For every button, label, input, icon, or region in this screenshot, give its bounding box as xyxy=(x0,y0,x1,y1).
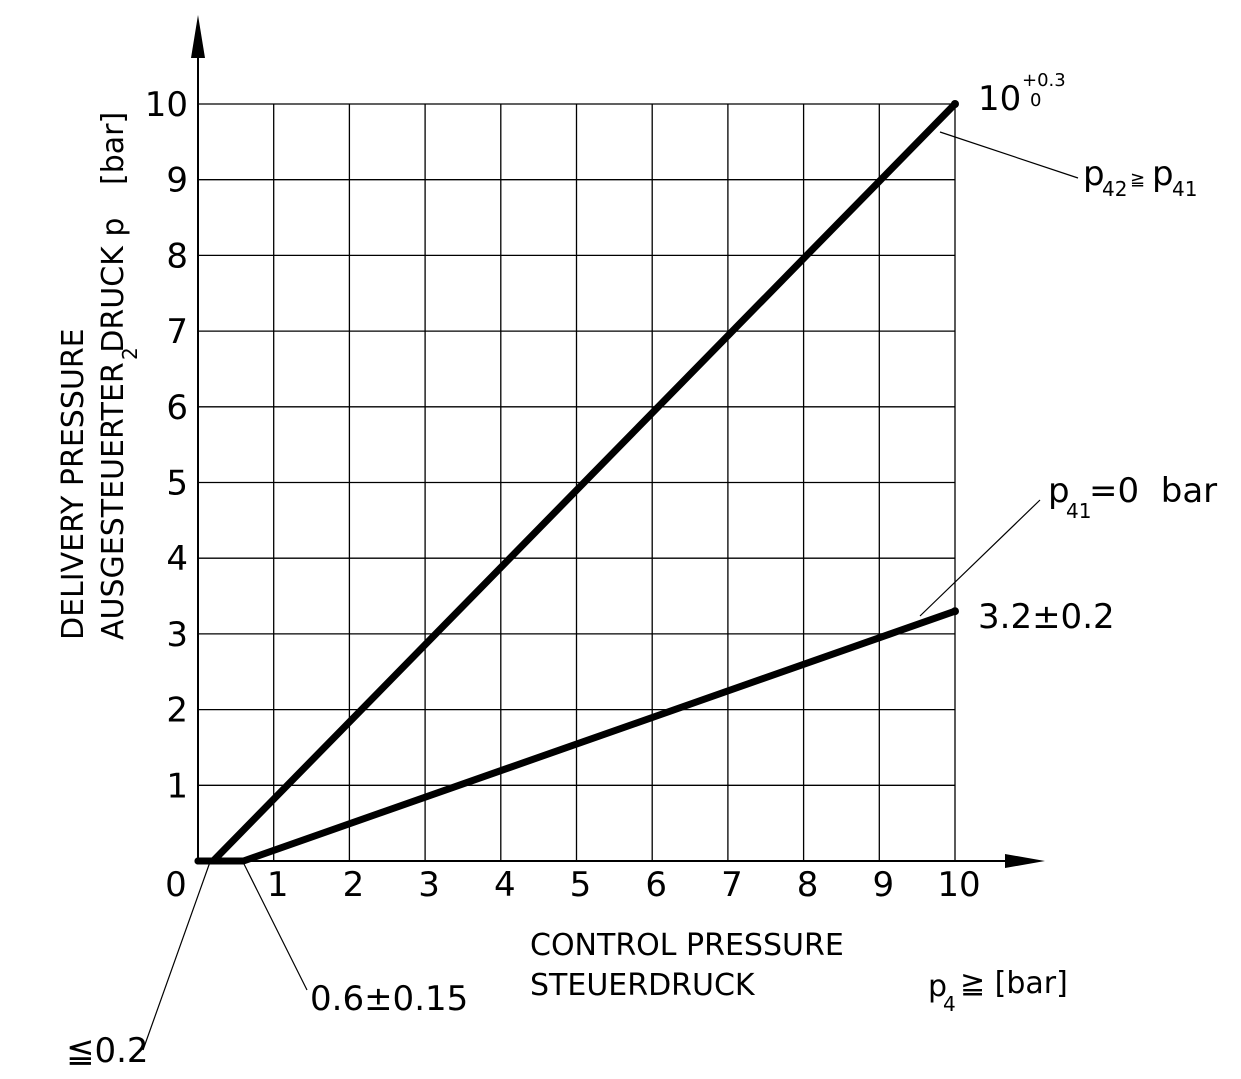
y-tick-label: 1 xyxy=(166,766,188,806)
annotation-start-lower: 0.6±0.15 xyxy=(310,979,468,1019)
svg-text:AUSGESTEUERTER DRUCK p: AUSGESTEUERTER DRUCK p xyxy=(96,218,131,640)
x-tick-label: 3 xyxy=(418,865,440,905)
y-tick-label: 6 xyxy=(166,388,188,428)
x-axis-unit: p 4 ≧ [bar] xyxy=(928,966,1068,1016)
x-tick-label: 8 xyxy=(797,865,819,905)
x-axis-arrow xyxy=(1005,854,1045,868)
x-axis-title-line2: STEUERDRUCK xyxy=(530,968,756,1003)
bottom-cond-rest: =0 bar xyxy=(1089,471,1217,511)
x-unit-p: p xyxy=(928,969,947,1004)
leader-bottom-condition xyxy=(919,499,1041,617)
series-end-point-2 xyxy=(951,607,959,616)
grid xyxy=(198,103,956,861)
y-axis-title-line1: DELIVERY PRESSURE xyxy=(56,328,91,640)
x-tick-label: 4 xyxy=(494,865,516,905)
x-axis-title-line1: CONTROL PRESSURE xyxy=(530,928,844,963)
series-lines xyxy=(194,100,959,865)
x-tick-label: 7 xyxy=(721,865,743,905)
y-tick-label: 4 xyxy=(166,539,188,579)
x-tick-label: 6 xyxy=(645,865,667,905)
y-axis-unit: [bar] xyxy=(96,112,131,185)
annotation-bottom-value: 3.2±0.2 xyxy=(978,597,1115,637)
x-tick-label: 10 xyxy=(937,865,980,905)
bottom-cond-p: p xyxy=(1048,471,1070,511)
top-cond-op: ≧ xyxy=(1130,169,1145,190)
y-tick-label: 5 xyxy=(166,464,188,504)
y-axis-title-subscript: 2 xyxy=(118,347,142,360)
top-value-sup: +0.3 xyxy=(1022,70,1066,91)
y-tick-label: 9 xyxy=(166,161,188,201)
x-tick-label: 5 xyxy=(570,865,592,905)
annotation-start-upper: ≦0.2 xyxy=(66,1031,149,1071)
series-end-point-1 xyxy=(951,100,959,108)
top-cond-p1: p xyxy=(1083,154,1105,194)
x-tick-label: 1 xyxy=(267,865,289,905)
top-value-sub: 0 xyxy=(1030,90,1041,111)
x-unit-subscript: 4 xyxy=(943,992,956,1016)
annotation-bottom-condition: p 41 =0 bar xyxy=(1048,471,1217,523)
annotation-top-value: 10 +0.3 0 xyxy=(978,70,1066,119)
y-axis-title-line2: AUSGESTEUERTER DRUCK p xyxy=(96,218,131,640)
x-tick-label: 0 xyxy=(165,865,187,905)
y-tick-label: 8 xyxy=(166,236,188,276)
top-value-base: 10 xyxy=(978,79,1021,119)
x-unit-rest: ≧ [bar] xyxy=(960,966,1068,1001)
top-cond-p2: p xyxy=(1152,154,1174,194)
y-axis-title-2: AUSGESTEUERTER DRUCK p 2 [bar] xyxy=(96,112,142,640)
top-cond-s1: 42 xyxy=(1102,177,1127,201)
y-axis-arrow xyxy=(191,15,205,58)
leader-lines xyxy=(142,131,1079,1051)
bottom-cond-s: 41 xyxy=(1066,499,1091,523)
y-tick-label: 7 xyxy=(166,312,188,352)
y-tick-label: 2 xyxy=(166,691,188,731)
y-tick-label: 10 xyxy=(145,85,188,125)
annotation-top-condition: p 42 ≧ p 41 xyxy=(1083,154,1197,201)
tick-labels: 0 1 2 3 4 5 6 7 8 9 10 1 2 3 4 5 6 7 8 9 10 xyxy=(145,85,981,905)
y-axis-title: DELIVERY PRESSURE xyxy=(56,328,91,640)
leader-start-lower xyxy=(242,861,308,991)
x-tick-label: 2 xyxy=(343,865,365,905)
axes xyxy=(191,15,1045,868)
y-tick-label: 3 xyxy=(166,615,188,655)
series-line-2 xyxy=(194,607,959,865)
top-cond-s2: 41 xyxy=(1172,177,1197,201)
leader-top-condition xyxy=(939,131,1079,179)
leader-start-upper xyxy=(142,861,211,1051)
x-tick-label: 9 xyxy=(872,865,894,905)
